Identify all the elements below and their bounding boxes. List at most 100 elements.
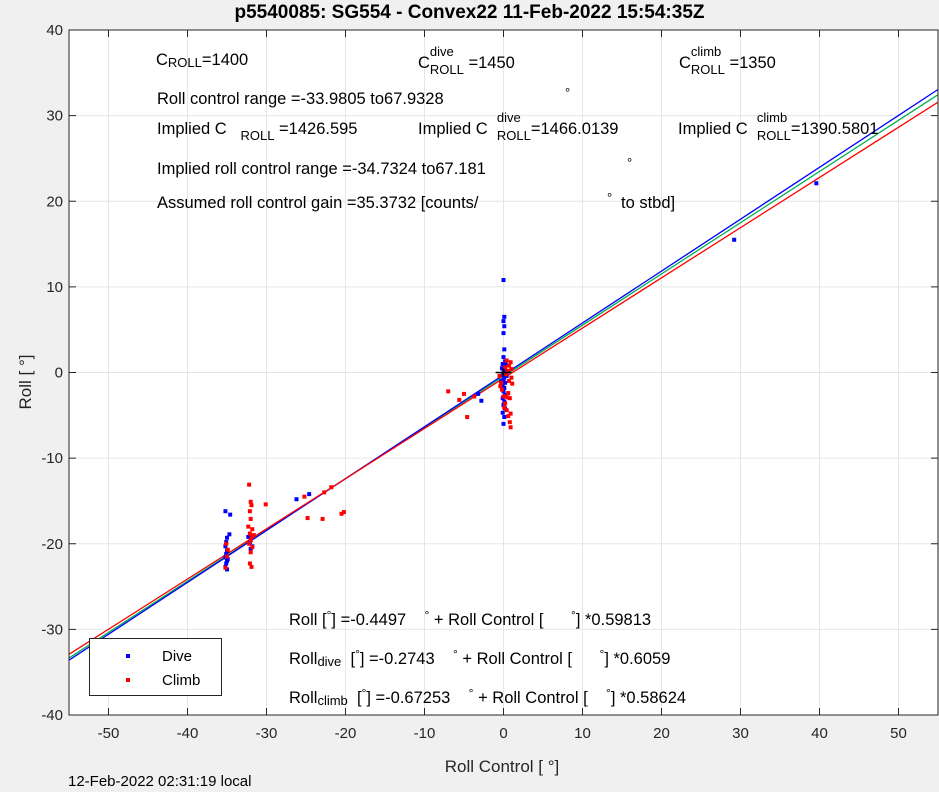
fit-dive-sub: dive: [317, 654, 342, 669]
point-dive: [228, 512, 233, 517]
x-tick-label: 20: [653, 725, 670, 742]
point-climb: [249, 564, 254, 569]
fit-all-d: ] *0.59813: [575, 611, 652, 629]
fit-dive-deg1: °: [355, 647, 360, 661]
y-tick-label: 10: [46, 279, 63, 296]
c-roll-sub: ROLL: [167, 55, 202, 70]
point-dive: [502, 347, 507, 352]
implied-climb-value: =1390.5801: [790, 120, 879, 138]
x-tick-label: -10: [414, 725, 436, 742]
c-roll-c: C: [156, 51, 168, 69]
y-tick-label: -30: [41, 621, 63, 638]
point-climb: [250, 527, 255, 532]
point-dive: [499, 366, 504, 371]
point-climb: [302, 494, 307, 499]
point-climb: [507, 420, 512, 425]
point-climb: [263, 502, 268, 507]
x-tick-label: 10: [574, 725, 591, 742]
x-tick-label: -50: [98, 725, 120, 742]
point-climb: [465, 415, 470, 420]
point-climb: [247, 561, 252, 566]
point-climb: [506, 391, 511, 396]
fit-climb-sub: climb: [317, 693, 348, 708]
x-tick-label: 40: [811, 725, 828, 742]
legend-dive-label: Dive: [162, 648, 193, 665]
ticks: -50 -40 -30 -20 -10 0 10 20 30 40 50 -40 -30 -20 -10 0 1…: [41, 22, 938, 742]
fit-all-deg1: °: [326, 608, 332, 622]
x-tick-label: -20: [335, 725, 357, 742]
point-dive: [502, 324, 507, 329]
legend-item-dive: Dive: [90, 647, 223, 667]
point-climb: [457, 397, 462, 402]
range-degree: °: [565, 85, 571, 100]
point-climb: [505, 368, 510, 373]
point-dive: [500, 373, 505, 378]
fit-climb-deg1: °: [361, 686, 367, 700]
x-tick-label: 50: [890, 725, 907, 742]
implied-c-sub: ROLL: [240, 128, 275, 143]
x-tick-label: -40: [177, 725, 199, 742]
point-climb: [329, 485, 334, 490]
point-climb: [509, 375, 514, 380]
legend-item-climb: Climb: [90, 671, 223, 691]
implied-c-dive: Implied C dive ROLL=1466.0139: [418, 111, 618, 142]
implied-dive-label: Implied C: [418, 120, 488, 138]
fit-dive-c: ] =-0.2743: [359, 650, 435, 668]
fit-dive-e: ] *0.6059: [604, 650, 671, 668]
fit-dive-equation: Rolldive [°] =-0.2743 ° + Roll Control […: [289, 648, 671, 669]
point-climb: [225, 547, 230, 552]
c-dive-sup: dive: [429, 44, 454, 59]
point-dive: [501, 319, 506, 324]
footer-timestamp: 12-Feb-2022 02:31:19 local: [68, 773, 252, 790]
fit-all-deg3: °: [571, 608, 576, 622]
y-tick-label: 40: [46, 22, 63, 39]
y-tick-label: 20: [46, 193, 63, 210]
point-dive: [246, 534, 251, 539]
gain-degree: °: [607, 190, 613, 205]
point-climb: [509, 367, 514, 372]
fit-dive-d: + Roll Control [: [462, 650, 572, 668]
fit-climb-a: Roll: [289, 689, 318, 707]
point-dive: [225, 557, 230, 562]
gain-annotation: Assumed roll control gain =35.3732 [coun…: [157, 194, 479, 212]
point-dive: [479, 398, 484, 403]
x-tick-label: 0: [499, 725, 507, 742]
point-climb: [339, 511, 344, 516]
x-tick-label: -30: [256, 725, 278, 742]
point-climb: [247, 541, 252, 546]
point-climb: [506, 414, 511, 419]
fit-climb-d: + Roll Control [: [478, 689, 588, 707]
point-climb: [499, 387, 504, 392]
fit-climb-e: ] *0.58624: [610, 689, 687, 707]
fit-all-b: ] =-0.4497: [331, 611, 407, 629]
point-dive: [500, 383, 505, 388]
fit-climb-equation: Rollclimb [°] =-0.67253 ° + Roll Control…: [289, 687, 687, 708]
chart-title: p5540085: SG554 - Convex22 11-Feb-2022 1…: [234, 2, 705, 23]
fit-dive-deg3: °: [599, 647, 605, 661]
c-roll-annotation: CROLL=1400: [156, 52, 248, 69]
point-climb: [251, 533, 256, 538]
c-roll-value: =1400: [201, 51, 249, 69]
y-tick-label: 30: [46, 108, 63, 125]
point-climb: [248, 538, 253, 543]
point-climb: [508, 425, 513, 430]
center-marker: [495, 368, 512, 377]
y-tick-label: -20: [41, 536, 63, 553]
c-dive-value: =1450: [468, 54, 515, 72]
point-climb: [508, 411, 513, 416]
fit-all-deg2: °: [424, 608, 430, 622]
point-climb: [248, 499, 253, 504]
point-climb: [472, 394, 477, 399]
point-climb: [462, 391, 466, 396]
point-climb: [502, 405, 507, 410]
point-climb: [499, 380, 504, 385]
fit-all-c: + Roll Control [: [433, 611, 544, 629]
fit-dive-deg2: °: [452, 647, 458, 661]
point-dive: [503, 362, 508, 367]
point-climb: [504, 408, 509, 413]
point-climb: [503, 401, 508, 406]
point-dive: [225, 535, 229, 540]
y-tick-label: -40: [41, 707, 63, 724]
